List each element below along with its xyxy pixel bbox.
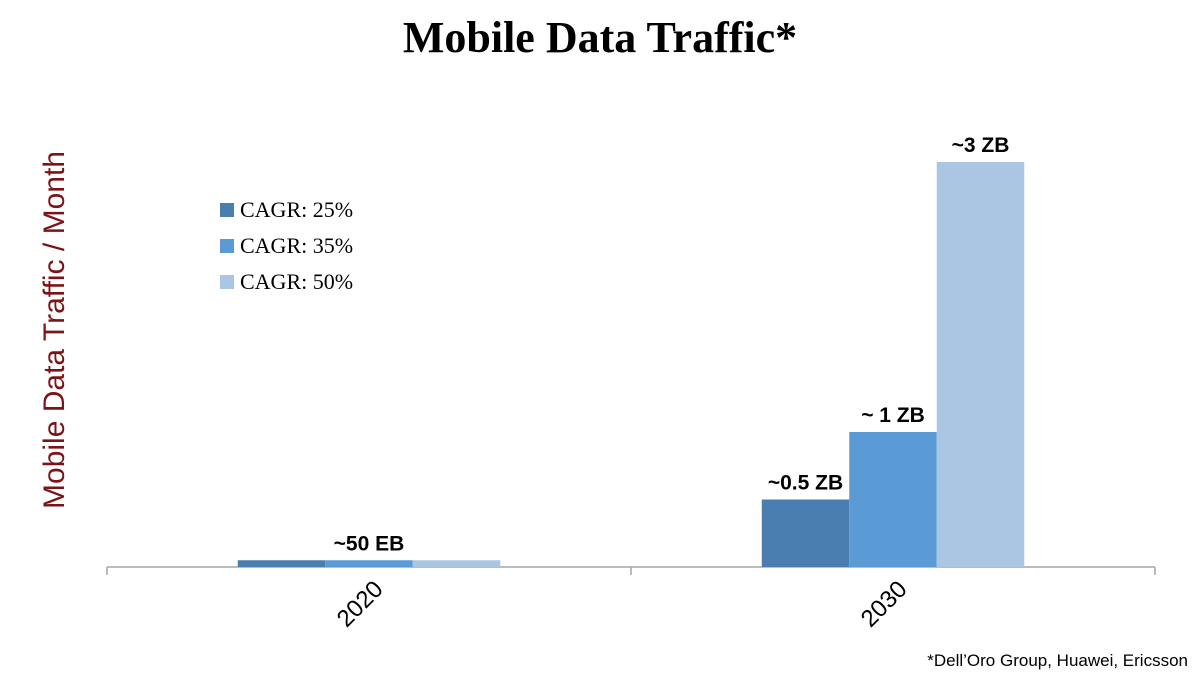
bar-2020-2 [412,560,501,567]
footnote: *Dell’Oro Group, Huawei, Ericsson [927,651,1188,670]
legend-item: CAGR: 25% [220,192,353,228]
legend-label: CAGR: 25% [240,197,354,222]
x-tick-label: 2020 [332,576,389,633]
x-tick-label: 2030 [856,576,913,633]
data-label: ~0.5 ZB [768,472,843,495]
legend-swatch [220,239,234,253]
data-label: ~3 ZB [952,134,1010,157]
bar-2030-1 [849,432,937,567]
legend-item: CAGR: 50% [220,264,353,300]
bar-2020-0 [237,560,326,567]
bar-2020-1 [325,560,413,567]
legend-swatch [220,203,234,217]
data-label: ~ 1 ZB [861,404,925,427]
legend-swatch [220,275,234,289]
legend-label: CAGR: 35% [240,233,354,258]
legend-label: CAGR: 50% [240,269,354,294]
legend: CAGR: 25% CAGR: 35% CAGR: 50% [220,192,353,300]
bar-2030-0 [761,499,850,567]
bar-2030-2 [936,162,1025,567]
chart-title: Mobile Data Traffic* [402,13,798,62]
legend-item: CAGR: 35% [220,228,353,264]
data-label: ~50 EB [334,532,405,555]
